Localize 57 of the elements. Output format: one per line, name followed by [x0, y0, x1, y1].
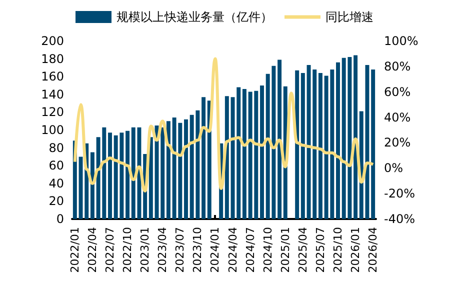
x-tick-label: 2025/01: [278, 227, 292, 273]
y-tick-label: 180: [41, 52, 64, 66]
y-tick-label: 120: [41, 105, 64, 120]
x-tick-label: 2023/01: [138, 227, 152, 273]
y-tick-label: 40: [48, 176, 64, 190]
x-tick-label: 2025/10: [332, 227, 344, 273]
x-tick-label: 2024/07: [244, 227, 257, 273]
y-tick-label: 0: [56, 212, 64, 226]
x-tick-label: 2023/04: [156, 227, 170, 273]
bar: [354, 55, 358, 219]
legend-label: 同比增速: [326, 10, 374, 24]
y2-tick-label: 100%: [384, 34, 418, 48]
bar: [242, 89, 246, 219]
y2-tick-label: 60%: [384, 84, 411, 99]
x-tick-label: 2026/01: [349, 227, 362, 273]
x-tick-label: 2022/01: [68, 227, 82, 273]
y-tick-label: 160: [41, 70, 64, 84]
x-tick-label: 2023/10: [191, 227, 204, 273]
bar: [295, 70, 300, 219]
x-tick-label: 2022/04: [86, 227, 99, 273]
bar: [300, 73, 305, 219]
y-tick-label: 200: [41, 34, 64, 48]
bar: [166, 121, 170, 219]
bar: [336, 62, 340, 219]
x-tick-label: 2025/04: [296, 227, 310, 273]
bar: [126, 130, 130, 219]
bar: [90, 152, 94, 219]
bar: [260, 86, 264, 219]
y-tick-label: 80: [48, 140, 64, 155]
bar: [148, 137, 153, 219]
bar: [108, 132, 112, 219]
y-tick-label: 60: [48, 158, 64, 173]
x-tick-label: 2022/07: [104, 227, 116, 273]
x-tick-label: 2025/07: [314, 227, 327, 273]
bar: [278, 60, 282, 219]
bar: [318, 73, 322, 219]
y2-tick-label: -20%: [384, 186, 416, 201]
bar: [184, 119, 188, 219]
bar: [224, 96, 229, 219]
y2-tick-label: 40%: [384, 110, 411, 124]
x-tick-label: 2023/07: [174, 227, 187, 273]
x-tick-label: 2022/10: [121, 227, 134, 273]
line-series: [73, 57, 375, 193]
y-tick-label: 100: [41, 123, 64, 137]
x-tick-label: 2024/04: [226, 227, 240, 273]
y2-tick-label: -40%: [384, 212, 416, 226]
y-tick-label: 140: [41, 87, 64, 102]
x-tick-label: 2024/01: [208, 227, 222, 273]
x-tick-label: 2024/10: [261, 227, 274, 273]
y2-tick-label: 20%: [384, 136, 411, 150]
x-tick-label: 2026/04: [366, 227, 380, 273]
y2-tick-label: 80%: [384, 59, 411, 74]
bar: [202, 97, 206, 219]
y-tick-label: 20: [48, 194, 64, 208]
y2-tick-label: 0%: [384, 161, 404, 176]
bar: [371, 69, 376, 219]
legend-label: 规模以上快递业务量（亿件）: [116, 10, 272, 24]
